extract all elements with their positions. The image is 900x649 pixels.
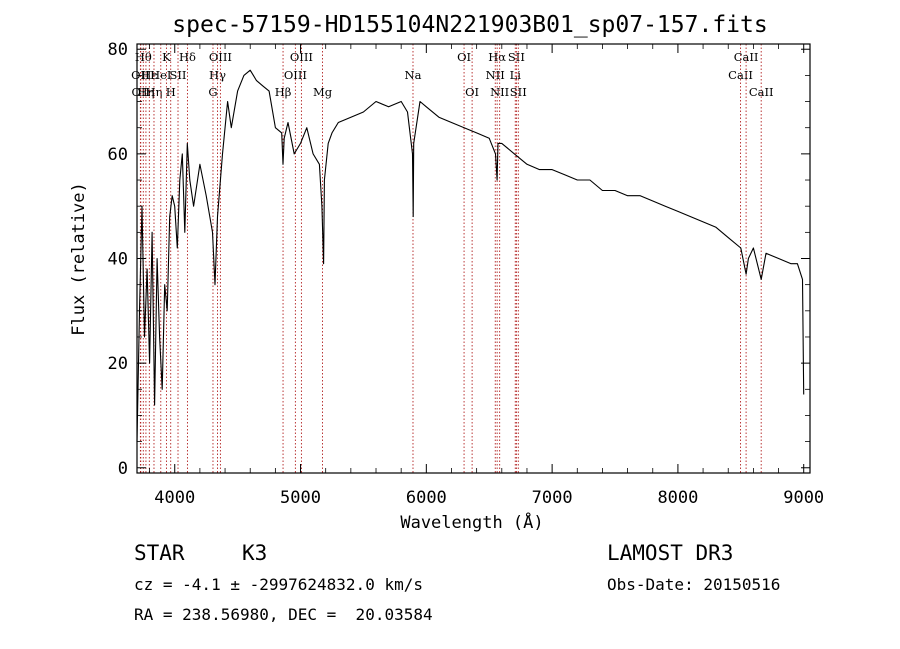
marker-label: Na (405, 68, 422, 82)
x-tick-label: 4000 (154, 488, 195, 508)
marker-label: OI (457, 50, 471, 64)
x-tick-label: 6000 (406, 488, 447, 508)
marker-label: OI (465, 85, 479, 99)
marker-label: OIII (284, 68, 307, 82)
marker-label: SII (508, 50, 525, 64)
marker-label: Hη (137, 85, 154, 99)
marker-label: Hα (488, 50, 506, 64)
marker-label: Hβ (275, 85, 292, 99)
x-tick-label: 5000 (280, 488, 321, 508)
x-axis-label: Wavelength (Å) (400, 511, 543, 533)
object-subclass: K3 (242, 541, 268, 565)
coordinates-line: RA = 238.56980, DEC = 20.03584 (134, 605, 433, 624)
marker-label: OIII (209, 50, 232, 64)
marker-label: Hη (146, 85, 163, 99)
redshift-line: cz = -4.1 ± -2997624832.0 km/s (134, 575, 423, 594)
marker-label: Hε (141, 68, 157, 82)
marker-label: OII (132, 85, 151, 99)
x-tick-label: 7000 (532, 488, 573, 508)
plot-frame (136, 43, 811, 474)
marker-label: CaII (734, 50, 759, 64)
survey-name: LAMOST DR3 (607, 541, 734, 565)
y-tick-label: 60 (108, 145, 128, 165)
marker-label: Hγ (209, 68, 226, 82)
chart-title: spec-57159-HD155104N221903B01_sp07-157.f… (172, 12, 767, 38)
marker-label: Li (510, 68, 522, 82)
marker-label: CaII (749, 85, 774, 99)
marker-label: Hθ (135, 50, 152, 64)
marker-label: Mg (313, 85, 333, 99)
marker-label: SII (510, 85, 527, 99)
marker-label: H (166, 85, 176, 99)
x-tick-label: 8000 (657, 488, 698, 508)
object-class: STAR (134, 541, 185, 565)
marker-label: HeI (150, 68, 171, 82)
marker-label: Hδ (179, 50, 196, 64)
y-tick-label: 0 (118, 459, 128, 479)
y-axis-label: Flux (relative) (69, 182, 89, 336)
marker-label: OIII (290, 50, 313, 64)
marker-label: K (162, 50, 171, 64)
x-tick-label: 9000 (783, 488, 824, 508)
spectrum-series (136, 69, 805, 442)
marker-label: NII (486, 68, 505, 82)
marker-label: G (208, 85, 217, 99)
marker-label: NII (490, 85, 509, 99)
observation-date: Obs-Date: 20150516 (607, 575, 781, 594)
spectrum-line (136, 69, 805, 442)
y-tick-label: 80 (108, 40, 128, 60)
marker-label: CaII (728, 68, 753, 82)
spectral-line-markers: OIIOIIHθHηHεHηHeIKHSIIHδGHγOIIIHβOIIIOII… (131, 44, 774, 473)
x-axis-ticks: 4000 5000 6000 7000 8000 9000 (149, 44, 824, 508)
marker-label: SII (170, 68, 187, 82)
y-axis-ticks: 0 20 40 60 80 (108, 40, 810, 479)
y-tick-label: 40 (108, 250, 128, 270)
y-tick-label: 20 (108, 354, 128, 374)
